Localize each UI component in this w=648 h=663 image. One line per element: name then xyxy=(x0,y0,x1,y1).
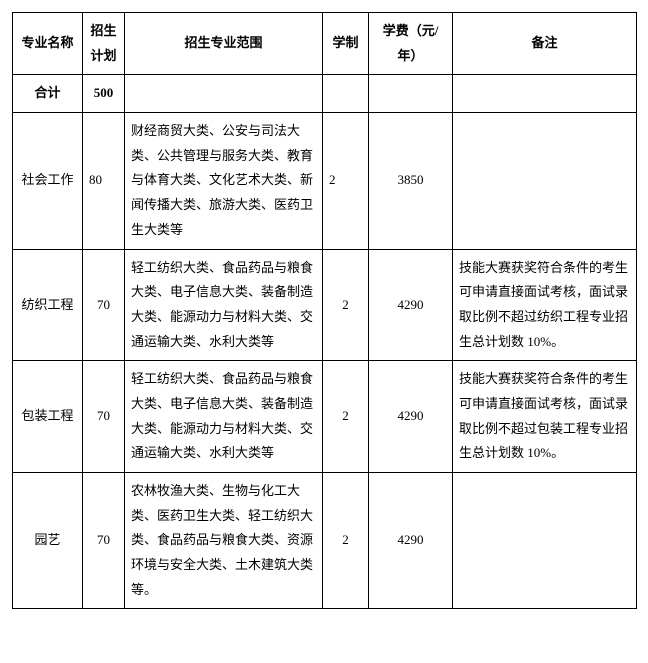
total-years xyxy=(323,75,369,113)
table-row: 社会工作 80 财经商贸大类、公安与司法大类、公共管理与服务大类、教育与体育大类… xyxy=(13,113,637,249)
cell-scope: 轻工纺织大类、食品药品与粮食大类、电子信息大类、装备制造大类、能源动力与材料大类… xyxy=(125,249,323,361)
enrollment-table: 专业名称 招生计划 招生专业范围 学制 学费（元/年） 备注 合计 500 社会… xyxy=(12,12,637,609)
cell-scope: 农林牧渔大类、生物与化工大类、医药卫生大类、轻工纺织大类、食品药品与粮食大类、资… xyxy=(125,473,323,609)
cell-name: 包装工程 xyxy=(13,361,83,473)
cell-note xyxy=(453,113,637,249)
cell-years: 2 xyxy=(323,473,369,609)
cell-fee: 4290 xyxy=(369,473,453,609)
cell-fee: 4290 xyxy=(369,249,453,361)
header-name: 专业名称 xyxy=(13,13,83,75)
total-value: 500 xyxy=(83,75,125,113)
table-row: 纺织工程 70 轻工纺织大类、食品药品与粮食大类、电子信息大类、装备制造大类、能… xyxy=(13,249,637,361)
cell-scope: 财经商贸大类、公安与司法大类、公共管理与服务大类、教育与体育大类、文化艺术大类、… xyxy=(125,113,323,249)
total-label: 合计 xyxy=(13,75,83,113)
header-note: 备注 xyxy=(453,13,637,75)
header-scope: 招生专业范围 xyxy=(125,13,323,75)
cell-name: 纺织工程 xyxy=(13,249,83,361)
cell-years: 2 xyxy=(323,361,369,473)
header-years: 学制 xyxy=(323,13,369,75)
cell-years: 2 xyxy=(323,249,369,361)
table-row: 园艺 70 农林牧渔大类、生物与化工大类、医药卫生大类、轻工纺织大类、食品药品与… xyxy=(13,473,637,609)
table-body: 合计 500 社会工作 80 财经商贸大类、公安与司法大类、公共管理与服务大类、… xyxy=(13,75,637,609)
cell-years: 2 xyxy=(323,113,369,249)
cell-scope: 轻工纺织大类、食品药品与粮食大类、电子信息大类、装备制造大类、能源动力与材料大类… xyxy=(125,361,323,473)
table-header: 专业名称 招生计划 招生专业范围 学制 学费（元/年） 备注 xyxy=(13,13,637,75)
total-note xyxy=(453,75,637,113)
header-plan: 招生计划 xyxy=(83,13,125,75)
total-fee xyxy=(369,75,453,113)
cell-name: 社会工作 xyxy=(13,113,83,249)
cell-fee: 4290 xyxy=(369,361,453,473)
cell-name: 园艺 xyxy=(13,473,83,609)
cell-note: 技能大赛获奖符合条件的考生可申请直接面试考核，面试录取比例不超过包装工程专业招生… xyxy=(453,361,637,473)
total-row: 合计 500 xyxy=(13,75,637,113)
cell-plan: 70 xyxy=(83,249,125,361)
cell-plan: 80 xyxy=(83,113,125,249)
cell-plan: 70 xyxy=(83,361,125,473)
cell-plan: 70 xyxy=(83,473,125,609)
cell-note xyxy=(453,473,637,609)
table-row: 包装工程 70 轻工纺织大类、食品药品与粮食大类、电子信息大类、装备制造大类、能… xyxy=(13,361,637,473)
total-scope xyxy=(125,75,323,113)
header-fee: 学费（元/年） xyxy=(369,13,453,75)
cell-fee: 3850 xyxy=(369,113,453,249)
cell-note: 技能大赛获奖符合条件的考生可申请直接面试考核，面试录取比例不超过纺织工程专业招生… xyxy=(453,249,637,361)
